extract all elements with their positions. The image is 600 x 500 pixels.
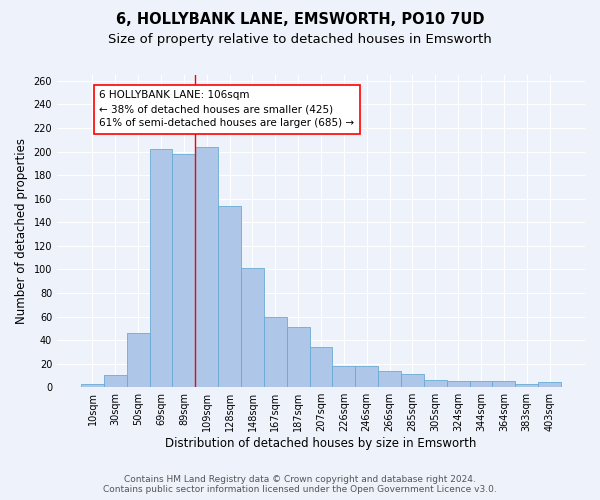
Bar [378, 370, 401, 387]
Bar [218, 206, 241, 387]
Bar [424, 380, 447, 387]
Bar [332, 366, 355, 387]
Bar [196, 147, 218, 387]
Bar [241, 268, 264, 387]
Bar [149, 149, 172, 387]
Bar [470, 382, 493, 387]
Y-axis label: Number of detached properties: Number of detached properties [15, 138, 28, 324]
Bar [310, 347, 332, 387]
Text: 6, HOLLYBANK LANE, EMSWORTH, PO10 7UD: 6, HOLLYBANK LANE, EMSWORTH, PO10 7UD [116, 12, 484, 28]
Bar [127, 333, 149, 387]
Text: 6 HOLLYBANK LANE: 106sqm
← 38% of detached houses are smaller (425)
61% of semi-: 6 HOLLYBANK LANE: 106sqm ← 38% of detach… [100, 90, 355, 128]
Text: Size of property relative to detached houses in Emsworth: Size of property relative to detached ho… [108, 32, 492, 46]
Bar [401, 374, 424, 387]
Bar [493, 382, 515, 387]
Bar [538, 382, 561, 387]
Bar [447, 382, 470, 387]
Bar [104, 376, 127, 387]
Bar [81, 384, 104, 387]
X-axis label: Distribution of detached houses by size in Emsworth: Distribution of detached houses by size … [166, 437, 477, 450]
Bar [515, 384, 538, 387]
Bar [264, 316, 287, 387]
Bar [355, 366, 378, 387]
Text: Contains HM Land Registry data © Crown copyright and database right 2024.
Contai: Contains HM Land Registry data © Crown c… [103, 474, 497, 494]
Bar [172, 154, 196, 387]
Bar [287, 327, 310, 387]
